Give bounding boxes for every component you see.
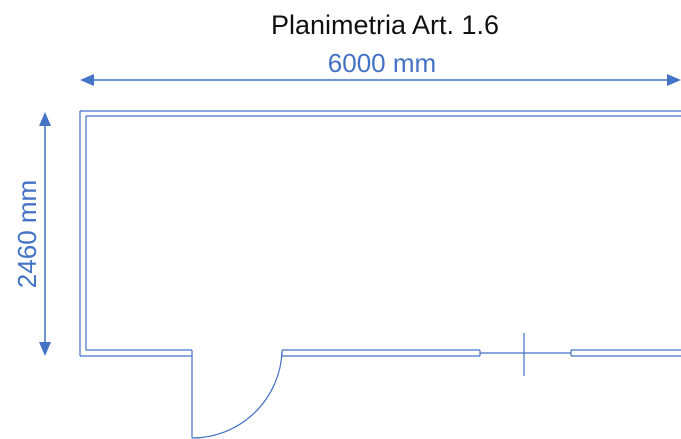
window-opening — [480, 333, 571, 376]
height-dimension-label: 2460 mm — [12, 180, 42, 288]
width-dimension — [80, 74, 681, 86]
width-arrow-left — [80, 74, 94, 86]
door — [191, 351, 283, 439]
door-swing-arc — [191, 351, 283, 439]
height-dimension — [39, 112, 51, 356]
width-dimension-label: 6000 mm — [328, 48, 436, 78]
height-arrow-bottom — [39, 342, 51, 356]
height-arrow-top — [39, 112, 51, 126]
walls — [79, 110, 681, 357]
width-arrow-right — [667, 74, 681, 86]
plan-title: Planimetria Art. 1.6 — [271, 10, 499, 40]
